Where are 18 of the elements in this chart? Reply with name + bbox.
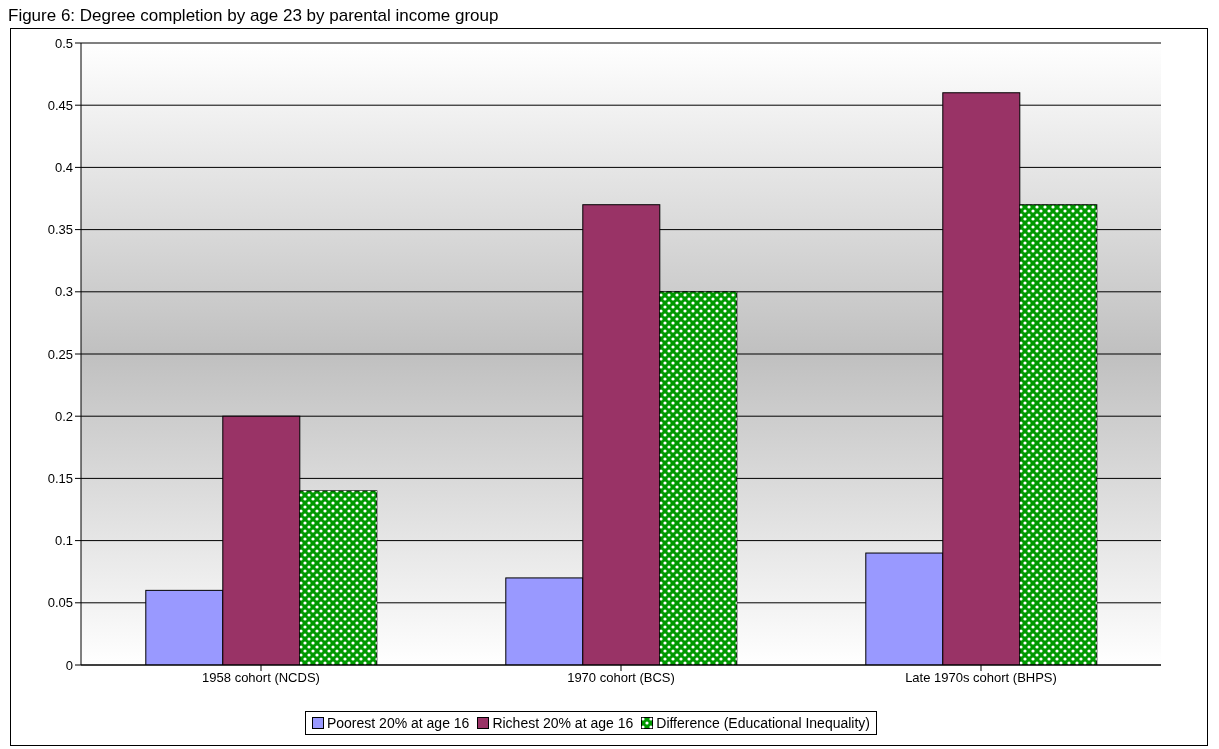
x-tick-label: 1970 cohort (BCS): [567, 670, 675, 686]
x-tick-label: Late 1970s cohort (BHPS): [905, 670, 1057, 686]
legend-label: Richest 20% at age 16: [492, 715, 634, 731]
y-tick-label: 0.1: [54, 533, 73, 549]
x-tick-label: 1958 cohort (NCDS): [202, 670, 320, 686]
chart-title: Figure 6: Degree completion by age 23 by parental income group: [8, 6, 500, 27]
legend-label: Difference (Educational Inequality): [656, 715, 871, 731]
y-tick-label: 0.15: [47, 471, 73, 487]
y-tick-label: 0.35: [47, 222, 73, 238]
y-tick-label: 0.4: [54, 160, 73, 176]
legend-label: Poorest 20% at age 16: [326, 715, 470, 731]
y-tick-label: 0.45: [47, 97, 73, 113]
y-tick-label: 0.05: [47, 595, 73, 611]
y-tick-label: 0.3: [54, 284, 73, 300]
y-tick-label: 0: [65, 657, 73, 673]
y-tick-label: 0.2: [54, 408, 73, 424]
y-tick-label: 0.5: [54, 35, 73, 51]
y-tick-label: 0.25: [47, 346, 73, 362]
